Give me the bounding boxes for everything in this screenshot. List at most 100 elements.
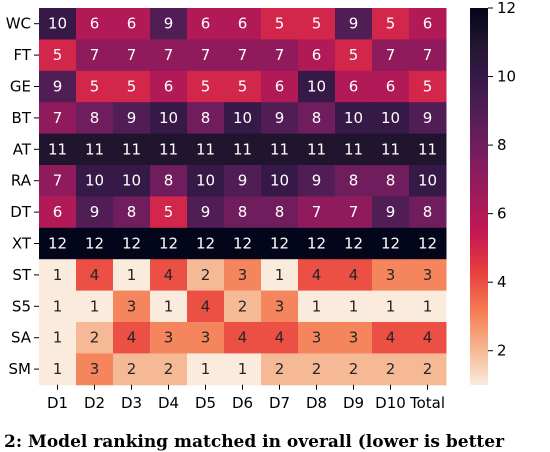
heatmap-cell bbox=[298, 196, 336, 229]
heatmap-cell bbox=[187, 39, 225, 72]
heatmap-cell bbox=[372, 227, 410, 260]
heatmap-cell bbox=[187, 70, 225, 103]
heatmap-cell bbox=[298, 353, 336, 386]
cell-value-label: 10 bbox=[307, 78, 326, 96]
cell-value-label: 1 bbox=[312, 297, 322, 315]
cell-value-label: 6 bbox=[201, 15, 211, 33]
heatmap-cell bbox=[113, 8, 151, 40]
heatmap-cell bbox=[224, 290, 262, 323]
heatmap-cell bbox=[261, 8, 299, 40]
heatmap-cell bbox=[372, 39, 410, 72]
cell-value-label: 5 bbox=[53, 46, 63, 64]
heatmap-cell bbox=[335, 227, 373, 260]
heatmap-cell bbox=[409, 353, 447, 386]
cell-value-label: 8 bbox=[164, 172, 174, 190]
cell-value-label: 1 bbox=[201, 360, 211, 378]
heatmap-cell bbox=[76, 133, 114, 166]
cell-value-label: 7 bbox=[127, 46, 137, 64]
cell-value-label: 10 bbox=[122, 172, 141, 190]
heatmap-cell bbox=[261, 322, 299, 354]
heatmap-cell bbox=[150, 259, 188, 292]
heatmap-cell bbox=[113, 322, 151, 354]
cell-value-label: 3 bbox=[423, 266, 433, 284]
cell-value-label: 2 bbox=[201, 266, 211, 284]
row-tick-label: S5 bbox=[12, 297, 31, 315]
heatmap-cells: 10 6 6 9 6 6 5 5 9 5 6 5 7 7 7 7 7 7 6 5 7 7 9 5 5 6 5 5 6 10 6 6 5 7 8 9 10… bbox=[39, 8, 447, 386]
colorbar-gradient bbox=[470, 8, 488, 385]
cell-value-label: 6 bbox=[386, 78, 396, 96]
cell-value-label: 1 bbox=[53, 266, 63, 284]
row-tick-label: AT bbox=[13, 140, 32, 158]
cell-value-label: 5 bbox=[275, 15, 285, 33]
cell-value-label: 2 bbox=[164, 360, 174, 378]
column-tick-label: D7 bbox=[269, 394, 290, 412]
cell-value-label: 1 bbox=[53, 329, 63, 347]
cell-value-label: 7 bbox=[386, 46, 396, 64]
heatmap-cell bbox=[76, 102, 114, 135]
row-tick-label: BT bbox=[12, 109, 32, 127]
cell-value-label: 4 bbox=[275, 329, 285, 347]
cell-value-label: 8 bbox=[127, 203, 137, 221]
cell-value-label: 8 bbox=[312, 109, 322, 127]
heatmap-cell bbox=[335, 196, 373, 229]
cell-value-label: 12 bbox=[270, 235, 289, 253]
cell-value-label: 1 bbox=[386, 297, 396, 315]
cell-value-label: 9 bbox=[386, 203, 396, 221]
column-tick-label: D4 bbox=[158, 394, 179, 412]
cell-value-label: 6 bbox=[238, 15, 248, 33]
heatmap-cell bbox=[409, 259, 447, 292]
row-tick-labels: WC FT GE BT AT RA DT XT ST S5 SA SM bbox=[6, 15, 39, 378]
cell-value-label: 7 bbox=[238, 46, 248, 64]
heatmap-cell bbox=[409, 70, 447, 103]
heatmap-cell bbox=[113, 165, 151, 197]
heatmap-cell bbox=[372, 196, 410, 229]
cell-value-label: 12 bbox=[307, 235, 326, 253]
cell-value-label: 11 bbox=[233, 140, 252, 158]
cell-value-label: 10 bbox=[344, 109, 363, 127]
cell-value-label: 11 bbox=[418, 140, 437, 158]
heatmap-cell bbox=[224, 322, 262, 354]
cell-value-label: 9 bbox=[201, 203, 211, 221]
heatmap-cell bbox=[224, 8, 262, 40]
column-tick-label: D3 bbox=[121, 394, 142, 412]
cell-value-label: 10 bbox=[196, 172, 215, 190]
heatmap-cell bbox=[113, 102, 151, 135]
heatmap-cell bbox=[113, 227, 151, 260]
column-tick-label: D8 bbox=[306, 394, 327, 412]
cell-value-label: 12 bbox=[381, 235, 400, 253]
figure-caption: 2: Model ranking matched in overall (low… bbox=[4, 432, 505, 452]
heatmap-cell bbox=[187, 8, 225, 40]
heatmap-cell bbox=[150, 196, 188, 229]
row-tick-label: ST bbox=[12, 266, 32, 284]
heatmap-cell bbox=[409, 39, 447, 72]
cell-value-label: 11 bbox=[344, 140, 363, 158]
cell-value-label: 1 bbox=[275, 266, 285, 284]
heatmap-cell bbox=[335, 70, 373, 103]
cell-value-label: 11 bbox=[48, 140, 67, 158]
column-tick-label: D10 bbox=[375, 394, 406, 412]
cell-value-label: 5 bbox=[164, 203, 174, 221]
cell-value-label: 9 bbox=[238, 172, 248, 190]
cell-value-label: 1 bbox=[349, 297, 359, 315]
heatmap-cell bbox=[261, 290, 299, 323]
cell-value-label: 4 bbox=[386, 329, 396, 347]
heatmap-cell bbox=[224, 259, 262, 292]
heatmap-cell bbox=[298, 133, 336, 166]
heatmap-cell bbox=[372, 290, 410, 323]
heatmap-cell bbox=[187, 227, 225, 260]
cell-value-label: 3 bbox=[238, 266, 248, 284]
column-tick-label: D6 bbox=[232, 394, 253, 412]
cell-value-label: 3 bbox=[164, 329, 174, 347]
row-tick-label: FT bbox=[13, 46, 31, 64]
cell-value-label: 7 bbox=[275, 46, 285, 64]
cell-value-label: 10 bbox=[233, 109, 252, 127]
heatmap-cell bbox=[261, 353, 299, 386]
heatmap-cell bbox=[372, 259, 410, 292]
heatmap-cell bbox=[39, 259, 77, 292]
heatmap-cell bbox=[76, 353, 114, 386]
heatmap-cell bbox=[39, 102, 77, 135]
heatmap-cell bbox=[113, 353, 151, 386]
heatmap-cell bbox=[150, 39, 188, 72]
cell-value-label: 4 bbox=[201, 297, 211, 315]
